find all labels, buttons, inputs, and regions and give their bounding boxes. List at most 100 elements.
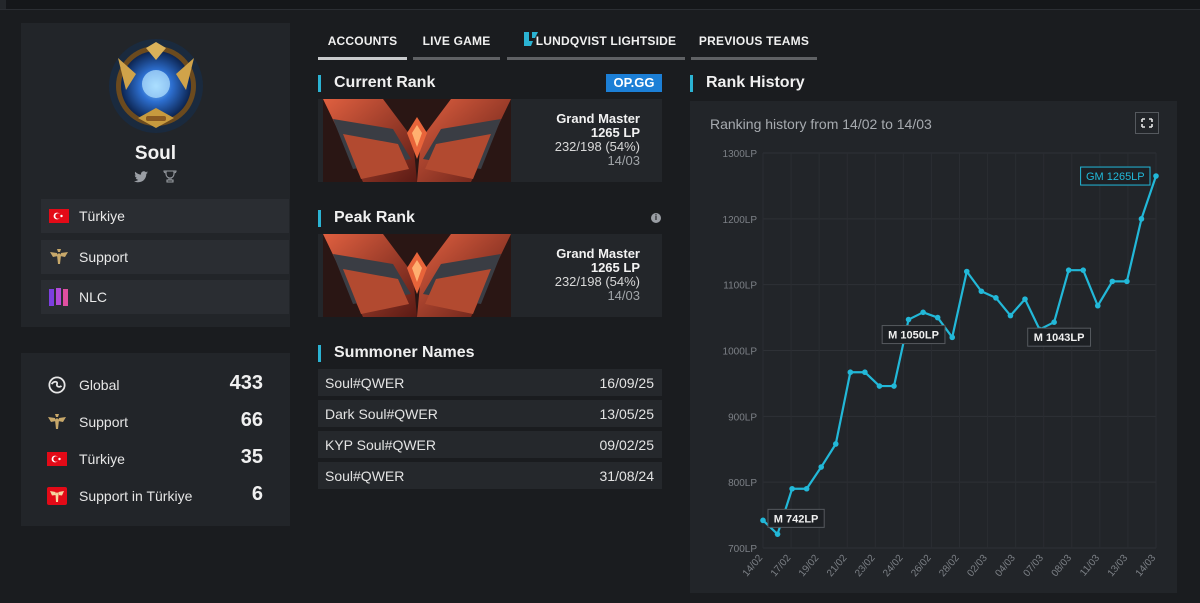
current-rank-title: Current Rank — [318, 74, 435, 92]
player-name: Soul — [134, 143, 177, 164]
x-tick-label: 11/03 — [1078, 553, 1102, 579]
ranking-support-value: 66 — [240, 409, 263, 431]
rank-history-subtitle: Ranking history from 14/02 to 14/03 — [710, 116, 932, 132]
data-point — [832, 441, 839, 447]
annotation-label: GM 1265LP — [1086, 171, 1145, 183]
ranking-support: Support 66 — [47, 408, 269, 436]
grandmaster-emblem-icon — [323, 99, 511, 182]
data-point — [1124, 278, 1130, 285]
rankings-panel: Global 433 Support 66 Türkiye 35 Support… — [21, 353, 290, 526]
fullscreen-button[interactable] — [1135, 112, 1159, 134]
peak-rank-lp: 1265 LP — [590, 260, 640, 275]
y-tick-label: 1000LP — [723, 347, 758, 358]
summoner-name-row: Soul#QWER 31/08/24 — [318, 462, 662, 489]
summoner-name-date: 09/02/25 — [599, 437, 655, 453]
x-tick-label: 28/02 — [937, 553, 962, 580]
data-point — [803, 485, 810, 492]
summoner-name-row: Soul#QWER 16/09/25 — [318, 369, 662, 396]
data-point — [1065, 267, 1072, 273]
twitter-icon[interactable] — [134, 171, 149, 186]
summoner-name-date: 13/05/25 — [599, 406, 655, 422]
tab-previous-teams-label: PREVIOUS TEAMS — [698, 34, 810, 48]
peak-rank-card: Grand Master 1265 LP 232/198 (54%) 14/03 — [318, 234, 662, 317]
summoner-name: Dark Soul#QWER — [325, 406, 438, 422]
data-point — [1094, 302, 1101, 309]
data-point — [963, 268, 970, 275]
ranking-support-country: Support in Türkiye 6 — [47, 482, 269, 510]
info-team-label: NLC — [79, 289, 108, 305]
data-point — [891, 383, 897, 389]
data-point — [1109, 278, 1116, 285]
summoner-name-date: 31/08/24 — [599, 468, 655, 484]
annotation-box — [1080, 166, 1151, 186]
current-rank-card: Grand Master 1265 LP 232/198 (54%) 14/03 — [318, 99, 662, 182]
data-point — [760, 517, 766, 524]
info-role: Support — [41, 240, 289, 274]
ranking-country: Türkiye 35 — [47, 445, 269, 473]
data-point — [1022, 296, 1028, 302]
annotation-box — [1027, 327, 1092, 347]
data-point — [949, 334, 956, 341]
support-role-icon — [48, 414, 66, 429]
info-team[interactable]: NLC — [41, 280, 289, 314]
x-tick-label: 14/02 — [741, 553, 766, 580]
x-tick-label: 14/03 — [1134, 553, 1159, 580]
trophy-icon[interactable] — [163, 170, 177, 186]
tab-live-game[interactable]: LIVE GAME — [413, 27, 500, 60]
fullscreen-icon — [1141, 118, 1153, 128]
annotation-label: M 1050LP — [888, 330, 939, 342]
data-point — [934, 314, 941, 321]
data-point — [789, 485, 795, 492]
current-rank-info: Grand Master 1265 LP 232/198 (54%) 14/03 — [555, 112, 640, 168]
data-point — [1153, 173, 1159, 179]
data-point — [905, 316, 912, 323]
data-point — [993, 295, 999, 301]
peak-rank-info: Grand Master 1265 LP 232/198 (54%) 14/03 — [555, 247, 640, 303]
tab-accounts[interactable]: ACCOUNTS — [318, 27, 407, 60]
x-tick-label: 26/02 — [909, 553, 934, 580]
x-tick-label: 02/03 — [965, 553, 990, 580]
data-point — [1138, 216, 1145, 222]
data-point — [847, 369, 854, 376]
data-point — [1051, 319, 1057, 325]
lightside-logo-icon — [524, 32, 538, 46]
tab-lundqvist-lightside[interactable]: LUNDQVIST LIGHTSIDE — [507, 27, 685, 60]
annotation-box — [881, 325, 946, 345]
annotation-label: M 742LP — [774, 513, 819, 525]
info-role-label: Support — [79, 249, 129, 265]
summoner-names-title: Summoner Names — [318, 344, 475, 362]
annotation-label: M 1043LP — [1034, 332, 1085, 344]
turkey-flag-icon — [47, 452, 67, 466]
support-role-icon — [50, 249, 68, 264]
y-tick-label: 1300LP — [723, 149, 758, 160]
ranking-support-country-label: Support in Türkiye — [79, 488, 193, 504]
ranking-global-label: Global — [79, 377, 120, 393]
y-tick-label: 1200LP — [723, 215, 758, 226]
x-tick-label: 17/02 — [769, 553, 794, 580]
summoner-name-row: Dark Soul#QWER 13/05/25 — [318, 400, 662, 427]
data-point — [1007, 312, 1014, 319]
tab-live-game-label: LIVE GAME — [422, 34, 491, 48]
rank-history-panel: Ranking history from 14/02 to 14/03 700L… — [690, 101, 1177, 593]
rank-history-chart: 700LP 800LP 900LP 1000LP 1100LP 1200LP 1300LP 1… — [723, 149, 1159, 580]
rank-history-title: Rank History — [690, 74, 805, 92]
data-point — [1080, 267, 1087, 273]
data-point — [862, 369, 868, 376]
opgg-link-button[interactable]: OP.GG — [606, 74, 662, 92]
summoner-name: Soul#QWER — [325, 468, 405, 484]
x-tick-label: 04/03 — [993, 553, 1018, 580]
summoner-name: Soul#QWER — [325, 375, 405, 391]
peak-rank-title: Peak Rank — [318, 209, 415, 227]
annotation-box — [767, 508, 825, 528]
data-point — [920, 309, 926, 316]
current-rank-record: 232/198 (54%) — [554, 139, 640, 154]
ranking-country-value: 35 — [240, 446, 263, 468]
info-icon[interactable]: i — [651, 213, 661, 223]
tab-accounts-underline — [318, 57, 407, 60]
summoner-name: KYP Soul#QWER — [325, 437, 437, 453]
y-tick-label: 800LP — [728, 478, 757, 489]
ranking-support-label: Support — [79, 414, 129, 430]
tab-previous-teams-underline — [691, 57, 817, 60]
data-point — [978, 288, 985, 295]
tab-previous-teams[interactable]: PREVIOUS TEAMS — [691, 27, 817, 60]
